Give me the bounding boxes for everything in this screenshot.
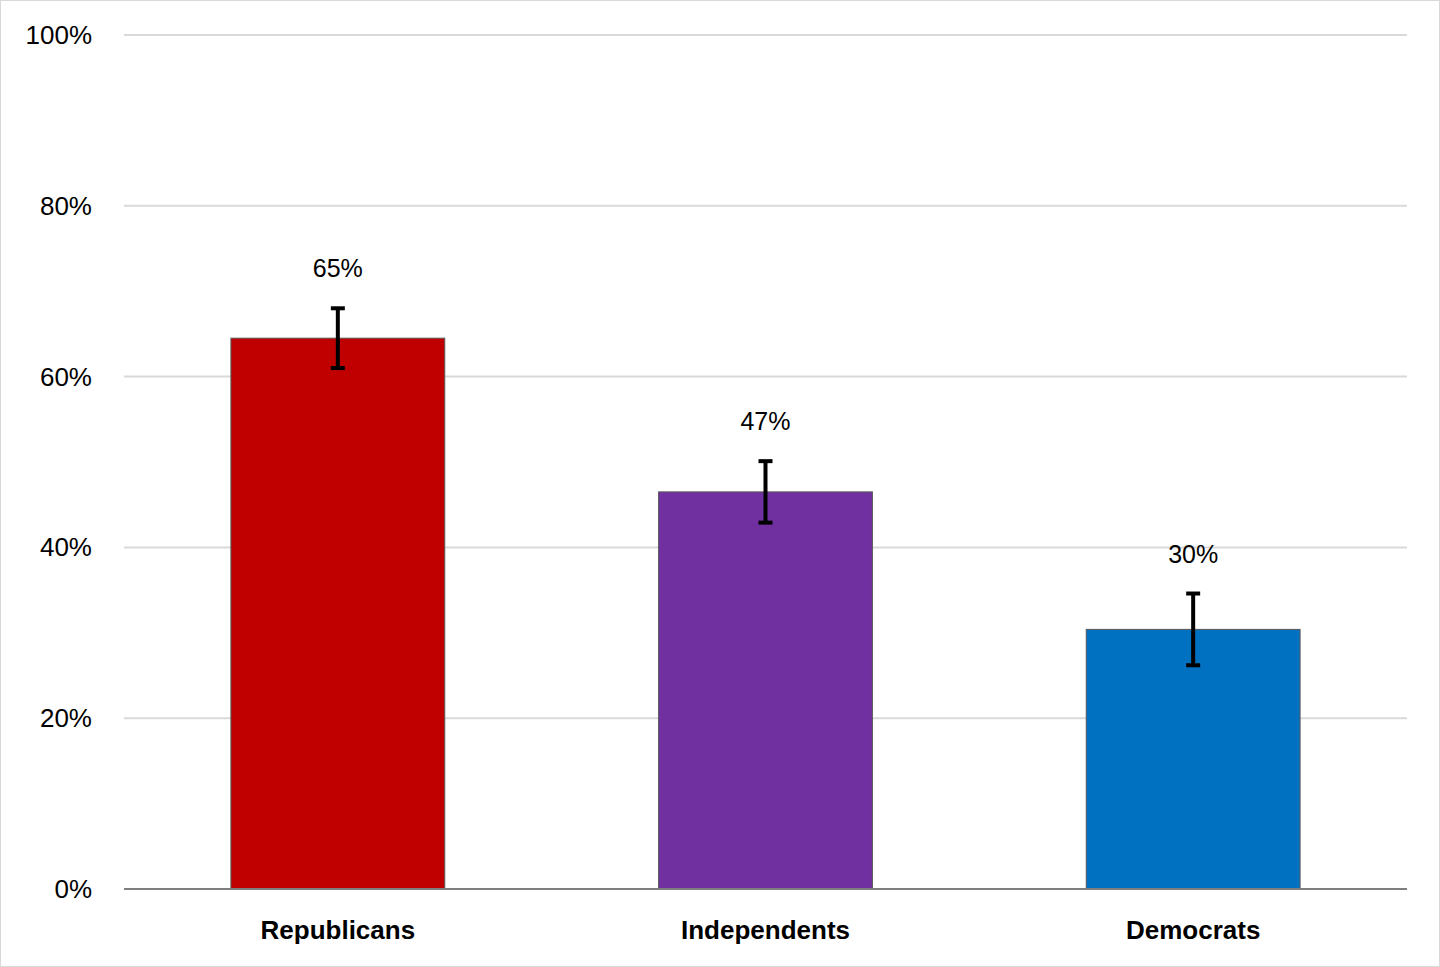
data-label: 47% (740, 407, 790, 435)
chart-container: 0% 20% 40% 60% 80% 100% 65% Republicans 47% Indep… (0, 0, 1440, 967)
bars (231, 338, 1300, 889)
x-tick-label: Independents (681, 915, 850, 945)
y-tick-label: 80% (40, 191, 92, 221)
error-bar (331, 308, 345, 368)
chart-svg: 0% 20% 40% 60% 80% 100% 65% Republicans 47% Indep… (0, 0, 1440, 967)
error-bar-cap (331, 366, 345, 370)
error-bar-cap (331, 306, 345, 310)
error-bar-cap (759, 459, 773, 463)
data-label: 65% (313, 254, 363, 282)
grid-line (124, 34, 1407, 36)
x-tick-label: Republicans (261, 915, 416, 945)
error-bar-stem (1191, 594, 1195, 666)
bar (1086, 629, 1300, 889)
y-tick-label: 100% (26, 20, 93, 50)
error-bar (1186, 594, 1200, 666)
error-bar-cap (759, 521, 773, 525)
error-bar-cap (1186, 592, 1200, 596)
chart-border (1, 1, 1440, 967)
y-tick-label: 60% (40, 362, 92, 392)
x-tick-label: Democrats (1126, 915, 1260, 945)
error-bar-stem (764, 461, 768, 522)
bar (231, 338, 445, 889)
error-bar-stem (336, 308, 340, 368)
error-bars (331, 308, 1200, 665)
y-tick-label: 40% (40, 532, 92, 562)
error-bar (759, 461, 773, 522)
y-tick-label: 20% (40, 703, 92, 733)
grid-line (124, 205, 1407, 207)
error-bar-cap (1186, 663, 1200, 667)
y-tick-label: 0% (54, 874, 92, 904)
x-axis-line (124, 888, 1407, 890)
bar (659, 492, 873, 889)
data-label: 30% (1168, 540, 1218, 568)
